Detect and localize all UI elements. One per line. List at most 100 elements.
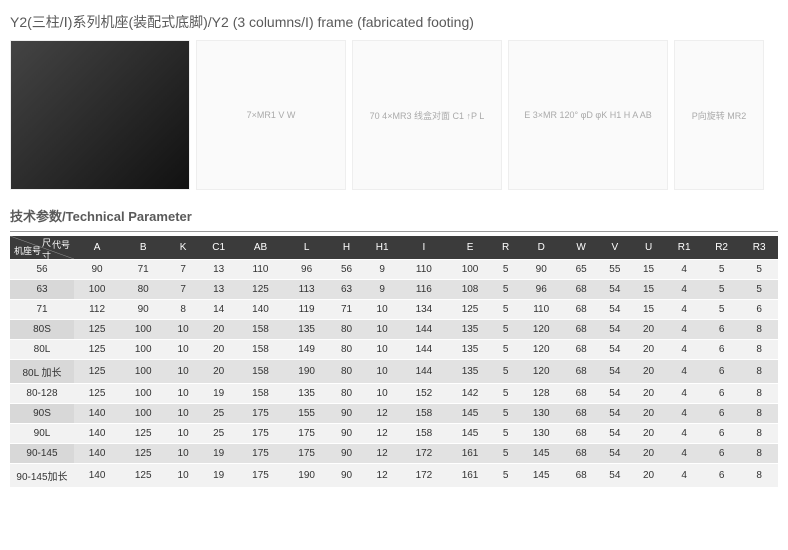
cell: 8 [740,404,778,424]
cell: 113 [284,280,330,300]
cell: 4 [665,404,702,424]
cell: 68 [564,360,598,384]
cell: 116 [401,280,447,300]
cell: 125 [74,384,120,404]
row-label: 63 [10,280,74,300]
cell: 5 [493,260,518,280]
cell: 112 [74,300,120,320]
cell: 158 [237,340,283,360]
cell: 68 [564,300,598,320]
table-row: 80-1281251001019158135801015214251286854… [10,384,778,404]
drawing-front-view: 70 4×MR3 线盒对面 C1 ↑P L [352,40,502,190]
cell: 108 [447,280,493,300]
cell: 4 [665,260,702,280]
cell: 10 [363,384,400,404]
parameter-table: 代号 机座号 尺寸 ABKC1ABLHH1IERDWVUR1R2R3 56907… [10,236,778,488]
section-subtitle: 技术参数/Technical Parameter [10,200,778,232]
cell: 20 [200,340,237,360]
cell: 12 [363,404,400,424]
cell: 12 [363,444,400,464]
cell: 145 [518,444,564,464]
cell: 10 [166,320,200,340]
cell: 125 [237,280,283,300]
cell: 10 [363,300,400,320]
cell: 8 [740,424,778,444]
cell: 54 [598,320,632,340]
row-label: 80S [10,320,74,340]
cell: 10 [363,320,400,340]
cell: 125 [120,444,166,464]
table-row: 80S1251001020158135801014413551206854204… [10,320,778,340]
cell: 10 [166,384,200,404]
cell: 20 [632,384,666,404]
drawing-p-view: P向旋转 MR2 [674,40,764,190]
cell: 5 [493,300,518,320]
cell: 90 [330,444,364,464]
cell: 175 [237,464,283,488]
cell: 8 [740,320,778,340]
cell: 68 [564,464,598,488]
cell: 125 [120,424,166,444]
cell: 15 [632,280,666,300]
cell: 155 [284,404,330,424]
cell: 100 [120,320,166,340]
cell: 119 [284,300,330,320]
header-label-top: 代号 [52,238,70,251]
cell: 6 [740,300,778,320]
cell: 19 [200,464,237,488]
cell: 5 [703,300,740,320]
cell: 100 [120,384,166,404]
cell: 172 [401,464,447,488]
cell: 130 [518,424,564,444]
table-row: 56907171311096569110100590655515455 [10,260,778,280]
cell: 20 [632,464,666,488]
cell: 5 [703,260,740,280]
cell: 90 [330,464,364,488]
cell: 125 [74,320,120,340]
cell: 56 [330,260,364,280]
cell: 145 [447,404,493,424]
cell: 8 [740,360,778,384]
cell: 149 [284,340,330,360]
cell: 96 [284,260,330,280]
cell: 90 [330,404,364,424]
column-header: V [598,236,632,260]
cell: 175 [284,444,330,464]
cell: 161 [447,464,493,488]
cell: 68 [564,340,598,360]
cell: 20 [200,360,237,384]
cell: 54 [598,360,632,384]
cell: 172 [401,444,447,464]
cell: 5 [493,424,518,444]
cell: 110 [401,260,447,280]
cell: 4 [665,340,702,360]
cell: 5 [493,404,518,424]
cell: 7 [166,280,200,300]
cell: 175 [237,444,283,464]
cell: 4 [665,280,702,300]
cell: 5 [493,444,518,464]
column-header: C1 [200,236,237,260]
cell: 4 [665,444,702,464]
column-header: W [564,236,598,260]
cell: 20 [632,404,666,424]
table-row: 80L 加长1251001020158190801014413551206854… [10,360,778,384]
cell: 90 [518,260,564,280]
header-diagonal-cell: 代号 机座号 尺寸 [10,236,74,260]
cell: 175 [237,424,283,444]
column-header: AB [237,236,283,260]
cell: 15 [632,260,666,280]
cell: 158 [237,360,283,384]
column-header: L [284,236,330,260]
cell: 20 [632,340,666,360]
cell: 140 [74,424,120,444]
cell: 140 [74,444,120,464]
cell: 6 [703,464,740,488]
cell: 110 [518,300,564,320]
cell: 130 [518,404,564,424]
cell: 5 [740,260,778,280]
cell: 175 [284,424,330,444]
cell: 6 [703,444,740,464]
cell: 6 [703,384,740,404]
table-row: 6310080713125113639116108596685415455 [10,280,778,300]
